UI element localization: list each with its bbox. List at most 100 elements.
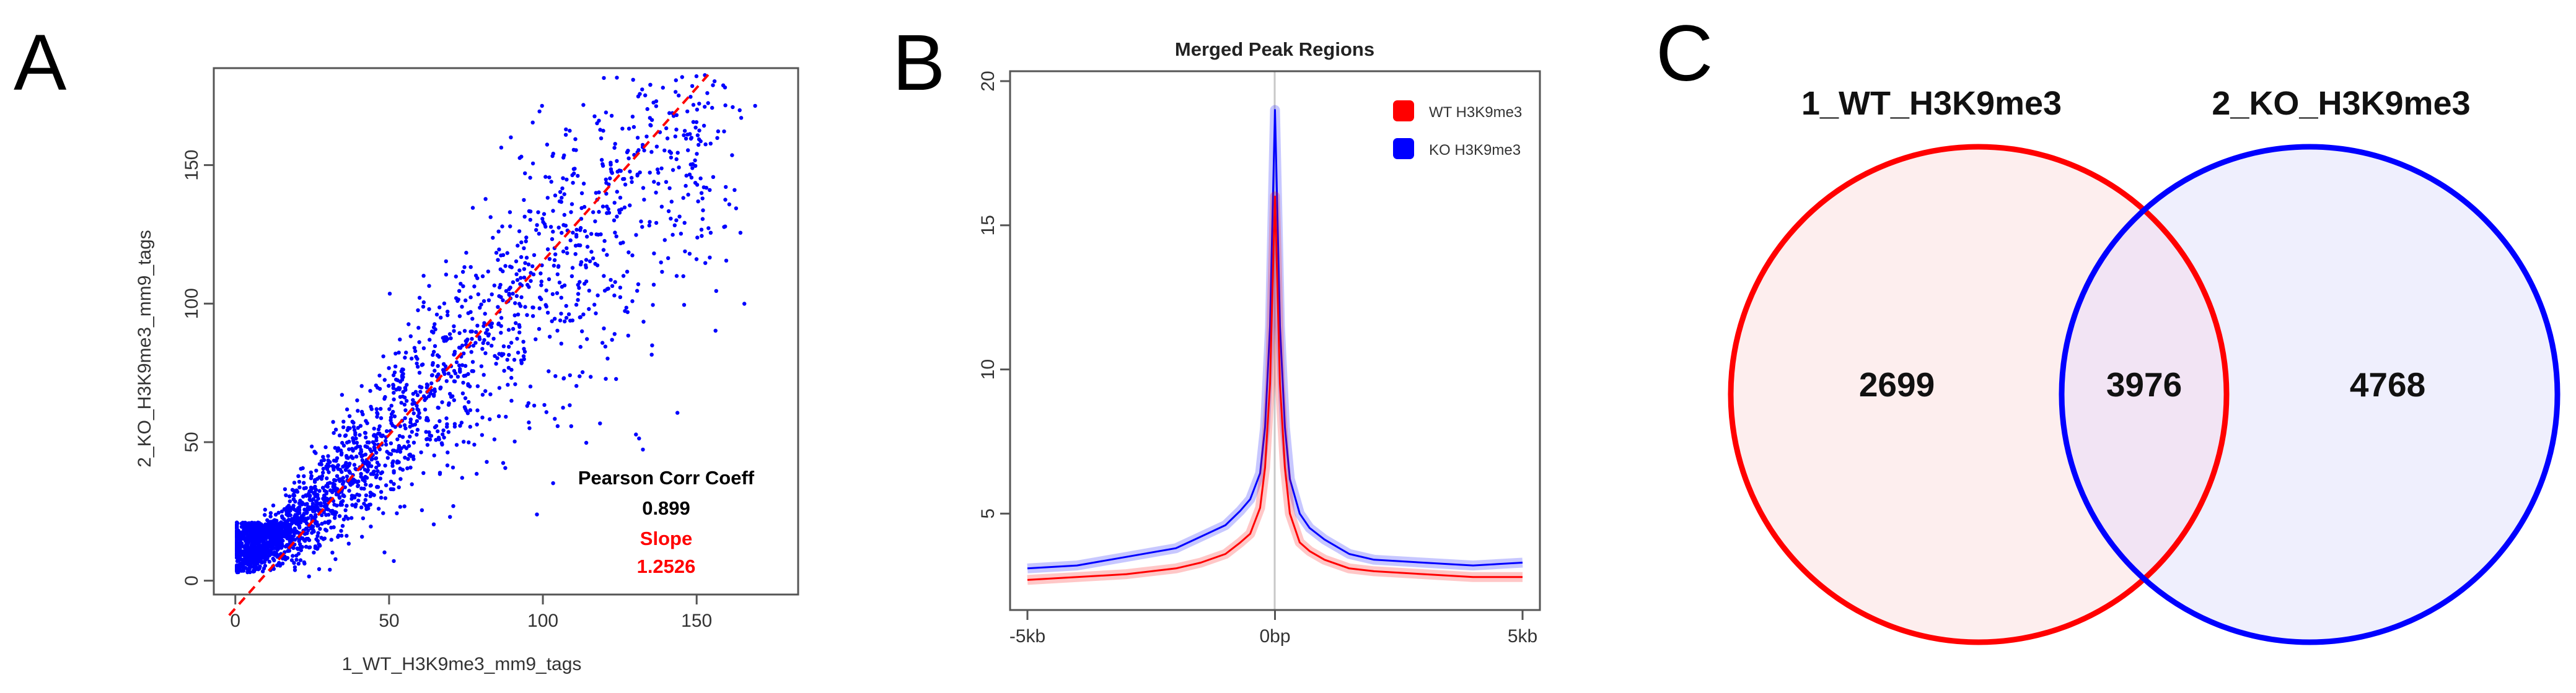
scatter-point — [449, 374, 454, 379]
scatter-point — [297, 542, 302, 546]
profile-plot-frame — [1009, 70, 1541, 611]
scatter-point — [392, 482, 396, 486]
scatter-point — [276, 529, 281, 534]
scatter-point — [361, 453, 365, 458]
scatter-point — [682, 133, 686, 137]
scatter-point — [480, 416, 485, 420]
scatter-point — [647, 223, 652, 228]
profile-y-tick-label: 20 — [978, 71, 998, 91]
scatter-point — [544, 288, 548, 293]
scatter-point — [703, 105, 707, 109]
scatter-point — [614, 377, 618, 381]
scatter-point — [411, 411, 416, 416]
scatter-point — [547, 175, 552, 180]
scatter-point — [519, 240, 524, 245]
scatter-point — [695, 107, 700, 112]
scatter-point — [468, 295, 473, 300]
scatter-point — [470, 369, 474, 373]
scatter-point — [467, 400, 471, 404]
scatter-point — [501, 298, 505, 302]
scatter-point — [543, 175, 548, 179]
scatter-point — [555, 272, 560, 277]
scatter-point — [421, 471, 426, 475]
scatter-point — [309, 486, 314, 490]
scatter-point — [392, 469, 396, 473]
scatter-point — [519, 276, 523, 280]
scatter-point — [562, 212, 566, 217]
scatter-point — [723, 103, 728, 108]
scatter-point — [571, 181, 575, 185]
scatter-point — [550, 237, 555, 242]
scatter-point — [328, 488, 333, 492]
scatter-point — [488, 392, 493, 396]
scatter-point — [436, 429, 440, 434]
scatter-point — [501, 461, 506, 465]
corr-value: 0.899 — [642, 497, 690, 519]
scatter-point — [693, 181, 698, 185]
scatter-point — [532, 253, 537, 258]
scatter-point — [475, 422, 479, 427]
scatter-point — [324, 484, 328, 488]
scatter-point — [387, 407, 392, 411]
scatter-point — [499, 316, 504, 320]
scatter-point — [485, 328, 490, 332]
scatter-point — [587, 259, 592, 264]
scatter-point — [612, 293, 617, 298]
scatter-point — [238, 546, 242, 551]
scatter-point — [494, 362, 498, 366]
scatter-point — [384, 429, 389, 434]
scatter-point — [312, 551, 316, 555]
scatter-point — [578, 315, 582, 320]
scatter-point — [255, 546, 260, 550]
scatter-point — [605, 253, 609, 257]
scatter-point — [458, 346, 463, 350]
scatter-point — [504, 289, 509, 294]
scatter-point — [563, 319, 567, 324]
scatter-point — [424, 430, 428, 434]
scatter-point — [331, 420, 335, 424]
scatter-point — [492, 283, 496, 288]
scatter-point — [604, 177, 608, 181]
scatter-point — [507, 292, 511, 297]
scatter-point — [454, 443, 459, 447]
scatter-point — [314, 468, 319, 473]
scatter-point — [587, 307, 591, 312]
scatter-point — [701, 185, 706, 190]
scatter-point — [358, 445, 363, 449]
scatter-point — [583, 263, 588, 268]
scatter-point — [309, 444, 314, 449]
scatter-point — [353, 495, 357, 500]
scatter-point — [534, 337, 538, 341]
scatter-point — [636, 148, 641, 152]
scatter-point — [666, 256, 670, 260]
scatter-point — [410, 423, 415, 427]
scatter-point — [268, 511, 273, 515]
scatter-point — [371, 440, 376, 445]
scatter-point — [599, 158, 604, 162]
scatter-point — [372, 426, 376, 431]
scatter-point — [299, 466, 303, 471]
scatter-point — [655, 167, 660, 172]
scatter-point — [341, 425, 346, 430]
scatter-point — [324, 505, 329, 510]
scatter-point — [560, 196, 564, 200]
scatter-point — [317, 567, 322, 572]
scatter-point — [553, 417, 557, 421]
scatter-point — [448, 515, 452, 519]
scatter-point — [699, 227, 704, 232]
scatter-point — [573, 167, 577, 171]
scatter-point — [343, 463, 348, 468]
scatter-point — [326, 458, 330, 463]
scatter-point — [683, 249, 687, 254]
scatter-point — [335, 456, 340, 460]
scatter-point — [530, 161, 535, 166]
profile-legend: WT H3K9me3 KO H3K9me3 — [1393, 100, 1522, 159]
scatter-point — [360, 458, 364, 463]
profile-title: Merged Peak Regions — [1175, 38, 1374, 60]
scatter-point — [690, 166, 695, 170]
scatter-point — [483, 312, 487, 316]
scatter-point — [615, 159, 619, 163]
scatter-point — [350, 419, 354, 424]
scatter-point — [345, 534, 349, 538]
scatter-point — [337, 514, 342, 518]
